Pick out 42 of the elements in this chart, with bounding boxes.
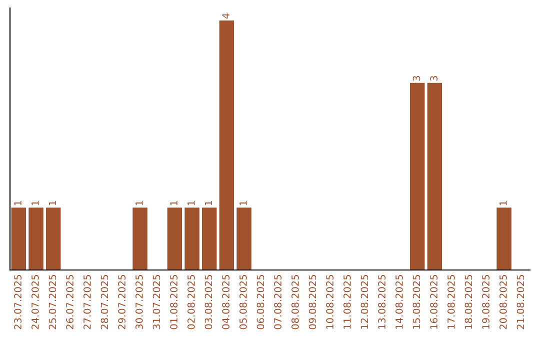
data-label: 1 [136,200,143,206]
data-label: 1 [14,200,22,206]
x-tick-label: 20.08.2025 [499,275,507,330]
x-tick-label: 23.07.2025 [14,275,22,330]
x-tick-label: 01.08.2025 [170,275,178,330]
data-label: 1 [188,200,195,206]
x-tick-label: 27.07.2025 [83,275,91,330]
data-label: 4 [222,13,230,19]
data-label: 1 [48,200,56,206]
x-tick-label: 26.07.2025 [66,275,74,330]
x-tick-label: 04.08.2025 [222,275,230,330]
x-tick-label: 11.08.2025 [343,275,351,329]
x-tick-label: 06.08.2025 [256,275,264,330]
x-tick-label: 17.08.2025 [447,275,455,329]
x-tick-label: 25.07.2025 [48,275,56,330]
x-tick-label: 19.08.2025 [482,275,490,329]
x-tick-label: 16.08.2025 [430,275,438,329]
x-tick-label: 09.08.2025 [308,275,316,330]
x-tick-label: 07.08.2025 [274,275,282,330]
data-label: 1 [170,200,178,206]
x-tick-label: 14.08.2025 [395,275,403,329]
x-tick-label: 28.07.2025 [100,275,108,330]
x-tick-label: 21.08.2025 [516,275,524,330]
data-label: 3 [430,76,438,81]
x-tick-label: 08.08.2025 [291,275,299,330]
x-tick-label: 10.08.2025 [326,275,334,329]
x-tick-label: 29.07.2025 [118,275,126,330]
x-tick-label: 02.08.2025 [187,275,195,330]
data-label: 3 [412,76,420,81]
x-tick-label: 03.08.2025 [204,275,212,330]
data-label: 1 [204,200,212,206]
data-label: 1 [500,200,507,206]
x-tick-label: 31.07.2025 [152,275,160,330]
x-tick-label: 05.08.2025 [239,275,247,330]
x-tick-label: 30.07.2025 [135,275,143,330]
x-tick-label: 15.08.2025 [412,275,420,329]
x-tick-label: 12.08.2025 [360,275,368,329]
x-tick-label: 18.08.2025 [464,275,472,329]
x-tick-label: 24.07.2025 [31,275,39,330]
data-label: 1 [240,200,247,206]
data-label: 1 [32,200,39,206]
x-tick-label: 13.08.2025 [378,275,386,329]
